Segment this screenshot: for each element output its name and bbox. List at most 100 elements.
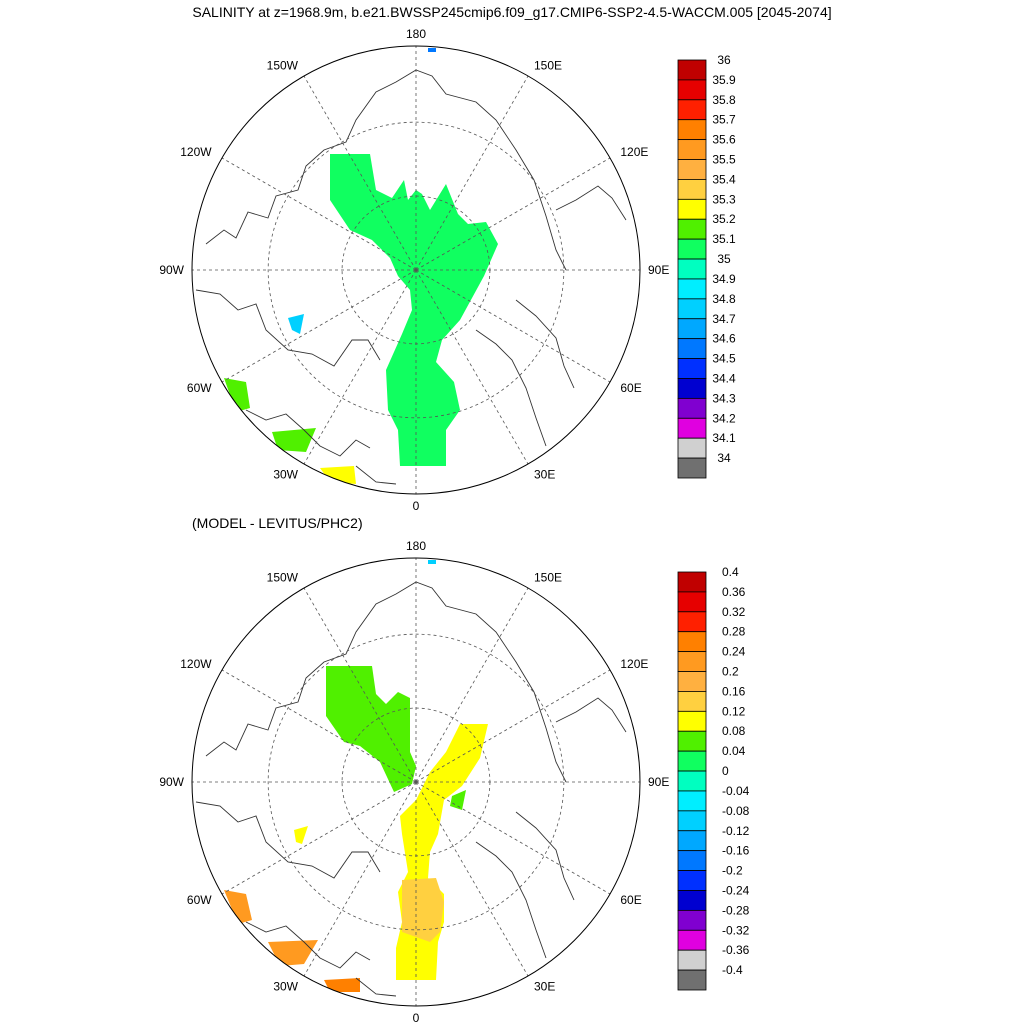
colorbar-swatch xyxy=(677,298,707,320)
coastline xyxy=(205,69,567,271)
longitude-label: 90W xyxy=(159,775,184,789)
colorbar-swatch xyxy=(677,338,707,359)
colorbar-swatch xyxy=(677,278,707,300)
longitude-label: 150W xyxy=(267,59,299,73)
colorbar-tick-label: 34.3 xyxy=(712,391,736,405)
colorbar-tick-label: 0.4 xyxy=(722,565,739,579)
salinity-region xyxy=(428,560,436,564)
longitude-label: 30W xyxy=(273,979,298,993)
colorbar-tick-label: -0.2 xyxy=(722,864,743,878)
colorbar-tick-label: 35.8 xyxy=(712,93,736,107)
longitude-label: 90E xyxy=(648,775,669,789)
longitude-label: 180 xyxy=(406,27,426,41)
meridian-line xyxy=(303,781,417,977)
colorbar-tick-label: 35 xyxy=(717,252,731,266)
colorbar-swatch xyxy=(677,318,707,340)
colorbar-tick-label: -0.32 xyxy=(722,923,750,937)
colorbar-tick-label: -0.12 xyxy=(722,824,750,838)
colorbar-swatch xyxy=(677,890,707,911)
colorbar-swatch xyxy=(677,810,707,832)
coastline xyxy=(195,801,381,879)
colorbar-swatch xyxy=(677,750,707,772)
colorbar-swatch xyxy=(677,99,707,121)
longitude-label: 0 xyxy=(413,1011,420,1024)
colorbar-tick-label: 35.7 xyxy=(712,113,736,127)
longitude-label: 90E xyxy=(648,263,669,277)
colorbar-swatch xyxy=(677,710,707,732)
meridian-line xyxy=(415,781,529,977)
longitude-label: 120W xyxy=(180,657,212,671)
colorbar-tick-label: 35.4 xyxy=(712,172,736,186)
colorbar-swatch xyxy=(677,417,707,439)
longitude-label: 60E xyxy=(620,893,641,907)
colorbar-swatch xyxy=(677,830,707,852)
colorbar-tick-label: 35.2 xyxy=(712,212,736,226)
colorbar-swatch xyxy=(677,631,707,653)
meridian-line xyxy=(221,269,417,383)
map-boundary xyxy=(191,557,641,1007)
salinity-region xyxy=(324,978,360,992)
map-panel: 180 150E 120E 90E 60E 30E 0 30W 60W 90W 120W 150W 36… xyxy=(159,27,736,513)
colorbar-tick-label: 0 xyxy=(722,764,729,778)
colorbar-swatch xyxy=(677,397,707,419)
colorbar-swatch xyxy=(677,730,707,752)
salinity-region xyxy=(288,314,304,334)
colorbar-swatch xyxy=(677,790,707,812)
colorbar-swatch xyxy=(677,909,707,931)
colorbar-swatch xyxy=(677,651,707,672)
latitude-circle xyxy=(267,121,565,419)
coastline xyxy=(195,289,381,367)
coastline xyxy=(355,977,397,997)
colorbar-swatch xyxy=(677,457,707,479)
salinity-region xyxy=(326,666,416,792)
colorbar-swatch xyxy=(677,59,707,81)
longitude-label: 90W xyxy=(159,263,184,277)
longitude-label: 0 xyxy=(413,499,420,513)
colorbar-tick-label: 0.04 xyxy=(722,744,746,758)
coastline xyxy=(475,329,547,447)
salinity-region xyxy=(402,878,444,942)
colorbar-swatch xyxy=(677,870,707,891)
colorbar-tick-label: 34.6 xyxy=(712,332,736,346)
longitude-label: 150W xyxy=(267,571,299,585)
colorbar-swatch xyxy=(677,378,707,399)
salinity-region xyxy=(224,890,252,924)
longitude-label: 120W xyxy=(180,145,212,159)
meridian-line xyxy=(221,157,417,271)
colorbar-swatch xyxy=(677,119,707,141)
colorbar-swatch xyxy=(677,179,707,200)
coastline xyxy=(515,811,575,901)
colorbar-swatch xyxy=(677,671,707,692)
colorbar-swatch xyxy=(677,218,707,240)
chart-title: SALINITY at z=1968.9m, b.e21.BWSSP245cmi… xyxy=(192,4,832,20)
longitude-label: 150E xyxy=(534,59,562,73)
salinity-region xyxy=(224,378,250,412)
coastline xyxy=(205,581,567,783)
colorbar-swatch xyxy=(677,770,707,792)
colorbar-tick-label: 0.36 xyxy=(722,585,746,599)
colorbar-swatch xyxy=(677,139,707,160)
longitude-label: 30W xyxy=(273,467,298,481)
meridian-line xyxy=(221,669,417,783)
colorbar-tick-label: 36 xyxy=(717,53,731,67)
colorbar-swatch xyxy=(677,437,707,459)
colorbar-tick-label: 0.08 xyxy=(722,724,746,738)
colorbar-tick-label: -0.36 xyxy=(722,943,750,957)
colorbar-tick-label: -0.24 xyxy=(722,883,750,897)
meridian-line xyxy=(415,269,611,383)
salinity-region xyxy=(294,826,308,844)
colorbar-tick-label: 34.1 xyxy=(712,431,736,445)
map-fill xyxy=(195,48,627,485)
colorbar-swatch xyxy=(677,159,707,180)
meridian-line xyxy=(415,781,611,895)
coastline xyxy=(355,465,397,485)
colorbar-swatch xyxy=(677,358,707,379)
colorbar-swatch xyxy=(677,929,707,951)
colorbar: 0.4 0.36 0.32 0.28 0.24 0.2 0.16 0.12 0.08 0.04 0 -… xyxy=(677,565,750,991)
longitude-label: 60W xyxy=(187,893,212,907)
colorbar-tick-label: 35.1 xyxy=(712,232,736,246)
colorbar-tick-label: 34.2 xyxy=(712,411,736,425)
colorbar-swatch xyxy=(677,969,707,991)
colorbar-tick-label: 0.32 xyxy=(722,605,746,619)
longitude-label: 60W xyxy=(187,381,212,395)
